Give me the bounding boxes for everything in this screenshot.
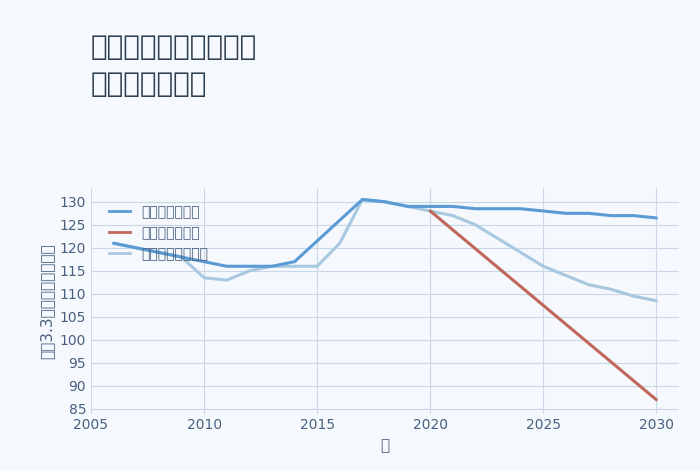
グッドシナリオ — [223, 264, 231, 269]
ノーマルシナリオ — [471, 222, 480, 227]
ノーマルシナリオ — [177, 254, 186, 260]
グッドシナリオ — [584, 211, 593, 216]
グッドシナリオ — [403, 204, 412, 209]
グッドシナリオ — [652, 215, 661, 221]
グッドシナリオ — [607, 213, 615, 219]
グッドシナリオ — [290, 259, 299, 265]
Line: ノーマルシナリオ: ノーマルシナリオ — [113, 199, 657, 301]
ノーマルシナリオ — [290, 264, 299, 269]
ノーマルシナリオ — [539, 264, 547, 269]
グッドシナリオ — [426, 204, 435, 209]
X-axis label: 年: 年 — [380, 438, 390, 453]
ノーマルシナリオ — [561, 273, 570, 278]
グッドシナリオ — [109, 241, 118, 246]
グッドシナリオ — [449, 204, 457, 209]
グッドシナリオ — [200, 259, 209, 265]
ノーマルシナリオ — [381, 199, 389, 204]
グッドシナリオ — [381, 199, 389, 204]
ノーマルシナリオ — [223, 277, 231, 283]
Legend: グッドシナリオ, バッドシナリオ, ノーマルシナリオ: グッドシナリオ, バッドシナリオ, ノーマルシナリオ — [104, 199, 214, 266]
ノーマルシナリオ — [607, 287, 615, 292]
ノーマルシナリオ — [494, 236, 503, 242]
グッドシナリオ — [177, 254, 186, 260]
Line: グッドシナリオ: グッドシナリオ — [113, 199, 657, 266]
グッドシナリオ — [267, 264, 276, 269]
ノーマルシナリオ — [358, 196, 367, 202]
ノーマルシナリオ — [313, 264, 321, 269]
グッドシナリオ — [517, 206, 525, 212]
グッドシナリオ — [629, 213, 638, 219]
Y-axis label: 坪（3.3㎡）単価（万円）: 坪（3.3㎡）単価（万円） — [39, 243, 54, 359]
Text: 兵庫県西宮市中島町の
土地の価格推移: 兵庫県西宮市中島町の 土地の価格推移 — [91, 33, 258, 98]
ノーマルシナリオ — [652, 298, 661, 304]
グッドシナリオ — [561, 211, 570, 216]
グッドシナリオ — [245, 264, 253, 269]
グッドシナリオ — [358, 196, 367, 202]
ノーマルシナリオ — [517, 250, 525, 255]
ノーマルシナリオ — [584, 282, 593, 288]
ノーマルシナリオ — [109, 241, 118, 246]
ノーマルシナリオ — [267, 264, 276, 269]
ノーマルシナリオ — [155, 250, 163, 255]
グッドシナリオ — [132, 245, 141, 251]
ノーマルシナリオ — [426, 208, 435, 214]
グッドシナリオ — [471, 206, 480, 212]
ノーマルシナリオ — [449, 213, 457, 219]
ノーマルシナリオ — [245, 268, 253, 274]
グッドシナリオ — [494, 206, 503, 212]
グッドシナリオ — [155, 250, 163, 255]
ノーマルシナリオ — [132, 245, 141, 251]
ノーマルシナリオ — [403, 204, 412, 209]
ノーマルシナリオ — [629, 293, 638, 299]
ノーマルシナリオ — [200, 275, 209, 281]
ノーマルシナリオ — [335, 241, 344, 246]
グッドシナリオ — [539, 208, 547, 214]
